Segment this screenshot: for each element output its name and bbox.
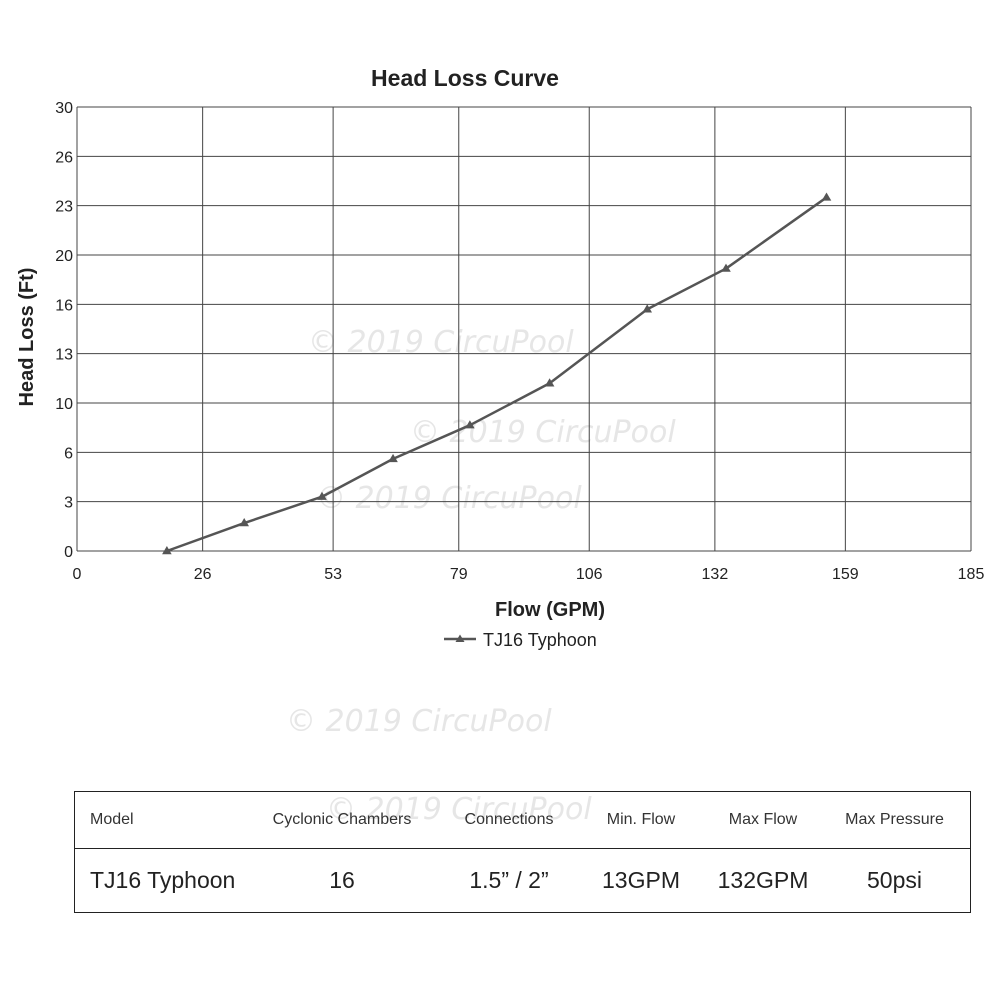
header-max-pressure: Max Pressure <box>819 792 970 849</box>
x-tick-label: 79 <box>450 566 468 583</box>
y-axis-ticks: 0 3 6 10 13 16 20 23 26 30 <box>55 100 73 561</box>
header-min-flow: Min. Flow <box>575 792 707 849</box>
data-point-marker <box>317 491 327 500</box>
specs-data-row: TJ16 Typhoon 16 1.5” / 2” 13GPM 132GPM 5… <box>75 849 970 913</box>
data-point-marker <box>544 378 555 387</box>
cell-min-flow: 13GPM <box>602 867 680 893</box>
chart-title: Head Loss Curve <box>371 65 559 91</box>
cell-max-flow: 132GPM <box>717 867 809 893</box>
watermark-text: © 2019 CircuPool <box>286 704 552 739</box>
header-cyclonic-chambers: Cyclonic Chambers <box>241 792 443 849</box>
x-tick-label: 0 <box>73 566 82 583</box>
data-point-marker <box>642 304 653 313</box>
y-tick-label: 20 <box>55 248 73 265</box>
y-tick-label: 16 <box>55 297 73 314</box>
y-tick-label: 0 <box>64 544 73 561</box>
legend-marker <box>455 634 465 642</box>
data-point-marker <box>821 192 832 201</box>
y-tick-label: 3 <box>64 495 73 512</box>
y-tick-label: 30 <box>55 100 73 117</box>
cell-model: TJ16 Typhoon <box>90 867 236 893</box>
y-tick-label: 10 <box>55 396 73 413</box>
head-loss-chart: Head Loss Curve 0 26 53 79 106 132 159 185 0 3 6 1… <box>16 65 985 650</box>
specs-header-row: Model Cyclonic Chambers Connections Min.… <box>75 792 970 849</box>
y-tick-label: 6 <box>64 445 73 462</box>
data-point-marker <box>465 420 475 429</box>
specs-table: Model Cyclonic Chambers Connections Min.… <box>74 791 971 913</box>
data-point-marker <box>239 518 250 527</box>
legend-entry: TJ16 Typhoon <box>483 630 597 650</box>
x-axis-label: Flow (GPM) <box>495 599 605 621</box>
data-point-marker <box>162 546 172 555</box>
x-tick-label: 159 <box>832 566 859 583</box>
cell-connections: 1.5” / 2” <box>469 867 549 893</box>
cell-max-pressure: 50psi <box>867 867 922 893</box>
x-tick-label: 185 <box>958 566 985 583</box>
chart-legend: TJ16 Typhoon <box>444 630 597 650</box>
y-tick-label: 26 <box>55 149 73 166</box>
chart-series <box>162 192 832 555</box>
y-tick-label: 13 <box>55 347 73 364</box>
x-tick-label: 132 <box>702 566 729 583</box>
series-line <box>166 196 828 553</box>
cell-cyclonic-chambers: 16 <box>329 867 355 893</box>
x-tick-label: 106 <box>576 566 603 583</box>
x-axis-ticks: 0 26 53 79 106 132 159 185 <box>73 566 985 583</box>
data-point-marker <box>388 453 398 463</box>
header-model: Model <box>75 792 241 849</box>
y-axis-label: Head Loss (Ft) <box>16 268 38 407</box>
chart-grid <box>76 106 972 552</box>
data-point-marker <box>721 263 731 272</box>
x-tick-label: 53 <box>324 566 342 583</box>
y-tick-label: 23 <box>55 199 73 216</box>
header-connections: Connections <box>443 792 575 849</box>
header-max-flow: Max Flow <box>707 792 819 849</box>
x-tick-label: 26 <box>194 566 212 583</box>
